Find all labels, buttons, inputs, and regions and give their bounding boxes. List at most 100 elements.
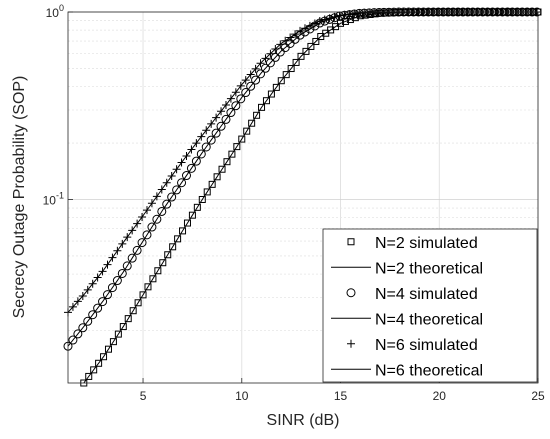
marker-plus: [271, 45, 280, 54]
marker-square: [164, 251, 172, 259]
marker-plus: [162, 178, 171, 187]
marker-circle: [68, 335, 78, 345]
marker-circle: [107, 283, 117, 293]
y-tick-label: 100: [46, 3, 64, 20]
marker-circle: [256, 69, 266, 79]
legend-item: N=2 simulated: [347, 235, 478, 252]
marker-square: [95, 359, 103, 367]
marker-square: [253, 111, 261, 119]
marker-plus: [350, 9, 359, 18]
marker-circle: [73, 329, 83, 339]
marker-square: [292, 58, 300, 66]
legend-item: N=4 simulated: [346, 286, 478, 303]
marker-plus: [123, 233, 132, 242]
legend-item: N=6 theoretical: [331, 362, 483, 379]
marker-plus: [68, 302, 77, 311]
marker-plus: [246, 70, 255, 79]
marker-plus: [73, 297, 82, 306]
marker-plus: [226, 94, 235, 103]
marker-plus: [217, 107, 226, 116]
marker-plus: [241, 76, 250, 85]
y-axis-ticks: 10-1 100: [43, 3, 73, 207]
marker-circle: [221, 114, 231, 124]
marker-plus: [212, 113, 221, 122]
marker-square: [228, 150, 236, 158]
marker-circle: [186, 163, 196, 173]
marker-plus: [167, 172, 176, 181]
marker-square: [238, 135, 246, 143]
marker-circle: [270, 52, 280, 62]
marker-plus: [83, 285, 92, 294]
legend-label: N=4 theoretical: [375, 311, 483, 328]
x-tick-label: 5: [140, 389, 147, 403]
marker-square: [282, 71, 290, 79]
marker-circle: [181, 171, 191, 181]
marker-plus: [98, 267, 107, 276]
marker-plus: [138, 212, 147, 221]
legend-label: N=2 theoretical: [375, 260, 483, 277]
marker-circle: [191, 156, 201, 166]
marker-plus: [202, 126, 211, 135]
marker-circle: [93, 303, 103, 313]
marker-square: [213, 173, 221, 181]
marker-plus: [128, 226, 137, 235]
marker-square: [90, 366, 98, 374]
marker-circle: [122, 261, 132, 271]
marker-circle: [132, 245, 142, 255]
marker-plus: [192, 139, 201, 148]
marker-square: [154, 267, 162, 275]
y-axis-label: Secrecy Outage Probability (SOP): [11, 76, 28, 319]
marker-plus: [187, 145, 196, 154]
marker-square: [218, 165, 226, 173]
marker-square: [100, 353, 108, 361]
x-tick-label: 25: [531, 389, 545, 403]
marker-square: [267, 90, 275, 98]
legend-marker-swatch: [347, 238, 355, 246]
marker-plus: [335, 11, 344, 20]
marker-circle: [147, 222, 157, 232]
marker-square: [198, 195, 206, 203]
marker-plus: [93, 273, 102, 282]
marker-square: [174, 235, 182, 243]
marker-square: [341, 17, 349, 25]
marker-plus: [172, 165, 181, 174]
legend-marker-swatch: [347, 339, 355, 348]
marker-circle: [211, 128, 221, 138]
marker-plus: [281, 36, 290, 45]
marker-plus: [236, 81, 245, 90]
x-tick-label: 10: [235, 389, 249, 403]
plot-frame: [67, 11, 539, 384]
marker-square: [272, 83, 280, 91]
legend-marker-swatch: [346, 288, 356, 298]
marker-circle: [172, 185, 182, 195]
marker-square: [109, 338, 117, 346]
x-tick-label: 15: [334, 389, 348, 403]
marker-square: [104, 345, 112, 353]
legend-item: N=4 theoretical: [331, 311, 483, 328]
marker-plus: [231, 88, 240, 97]
marker-circle: [251, 75, 261, 85]
marker-plus: [182, 152, 191, 161]
marker-circle: [112, 276, 122, 286]
marker-circle: [137, 238, 147, 248]
marker-plus: [113, 246, 122, 255]
marker-plus: [147, 199, 156, 208]
marker-square: [312, 37, 320, 45]
marker-square: [262, 97, 270, 105]
marker-circle: [157, 206, 167, 216]
marker-circle: [226, 108, 236, 118]
marker-square: [139, 291, 147, 299]
marker-square: [124, 315, 132, 323]
marker-plus: [345, 10, 354, 19]
marker-square: [346, 16, 354, 24]
marker-plus: [152, 192, 161, 201]
marker-plus: [103, 260, 112, 269]
marker-square: [169, 243, 177, 251]
marker-circle: [241, 88, 251, 98]
marker-square: [85, 372, 93, 380]
marker-circle: [177, 178, 187, 188]
marker-circle: [167, 192, 177, 202]
marker-plus: [330, 12, 339, 21]
marker-circle: [206, 135, 216, 145]
